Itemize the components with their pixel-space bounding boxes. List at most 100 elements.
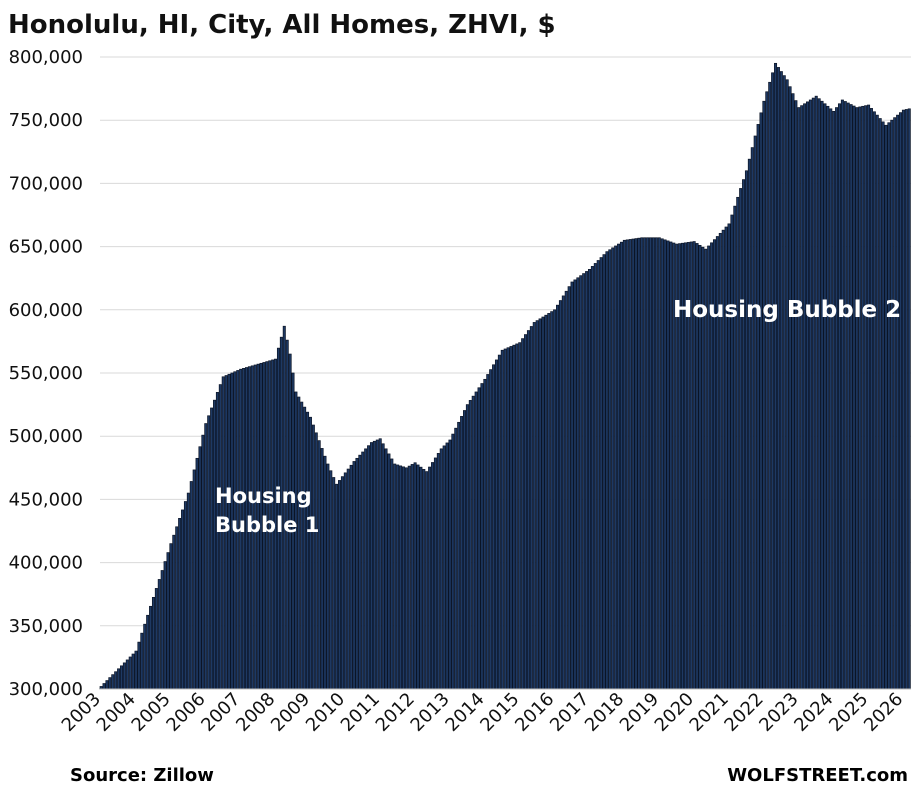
- bar: [178, 518, 182, 690]
- brand-label: WOLFSTREET.com: [727, 765, 908, 786]
- bar: [901, 109, 905, 690]
- bar: [463, 410, 467, 690]
- bar: [372, 440, 376, 690]
- bar: [169, 543, 173, 690]
- bar: [791, 93, 795, 690]
- y-axis-ticks: 300,000 350,000 400,000 450,000 500,000 550,0…: [9, 47, 83, 700]
- bar: [611, 247, 615, 690]
- bar: [744, 170, 748, 690]
- bar: [739, 188, 743, 690]
- bar: [189, 481, 193, 690]
- bar: [896, 114, 900, 690]
- bar: [590, 266, 594, 690]
- bar: [576, 277, 580, 690]
- bar: [399, 465, 403, 690]
- bar: [335, 483, 339, 690]
- bar: [785, 79, 789, 690]
- y-tick-label: 750,000: [9, 110, 83, 131]
- bar: [826, 105, 830, 690]
- bar: [410, 464, 414, 690]
- bar: [404, 467, 408, 690]
- bar: [861, 105, 865, 690]
- bar: [396, 464, 400, 690]
- x-tick-label: 2012: [372, 689, 419, 736]
- bar: [111, 674, 115, 690]
- bar: [192, 469, 196, 690]
- bar: [660, 238, 664, 690]
- bar: [602, 254, 606, 690]
- x-tick-label: 2026: [860, 689, 907, 736]
- bar: [320, 448, 324, 690]
- bar: [869, 108, 873, 690]
- x-tick-label: 2014: [441, 689, 488, 736]
- bar: [500, 349, 504, 690]
- bar: [160, 570, 164, 690]
- bar: [585, 271, 589, 690]
- bar: [355, 457, 359, 690]
- x-tick-label: 2008: [232, 689, 279, 736]
- bar: [340, 476, 344, 690]
- bar: [878, 118, 882, 690]
- bar: [369, 442, 373, 690]
- bar: [468, 400, 472, 690]
- bar: [619, 241, 623, 690]
- bar: [314, 432, 318, 690]
- bar: [782, 75, 786, 690]
- bar: [163, 561, 167, 690]
- y-tick-label: 600,000: [9, 300, 83, 321]
- x-tick-label: 2024: [790, 689, 837, 736]
- bar: [422, 469, 426, 690]
- x-axis-ticks: 2003200420052006200720082009201020112012…: [58, 689, 908, 736]
- bar: [445, 442, 449, 690]
- bar: [489, 369, 493, 690]
- bar: [195, 457, 199, 690]
- x-tick-label: 2020: [651, 689, 698, 736]
- bar: [494, 359, 498, 690]
- bar: [779, 71, 783, 690]
- bar: [634, 238, 638, 690]
- bar: [393, 463, 397, 690]
- bar: [378, 438, 382, 690]
- bar: [134, 650, 138, 690]
- bar: [538, 318, 542, 690]
- bar: [753, 135, 757, 690]
- x-tick-label: 2025: [825, 689, 872, 736]
- bar: [843, 101, 847, 690]
- source-label: Source: Zillow: [70, 765, 214, 786]
- bar: [756, 124, 760, 690]
- y-tick-label: 500,000: [9, 426, 83, 447]
- bar: [884, 124, 888, 690]
- bar: [332, 477, 336, 690]
- bar: [832, 110, 836, 690]
- x-tick-label: 2004: [93, 689, 140, 736]
- x-tick-label: 2009: [267, 689, 314, 736]
- bar: [774, 62, 778, 690]
- bar: [573, 279, 577, 690]
- bar: [614, 245, 618, 690]
- bar: [311, 424, 315, 690]
- x-tick-label: 2013: [407, 689, 454, 736]
- bar: [425, 471, 429, 690]
- bar: [431, 462, 435, 690]
- bar: [518, 342, 522, 690]
- bar: [486, 374, 490, 690]
- bar: [570, 281, 574, 690]
- bar: [114, 671, 118, 690]
- bar: [637, 237, 641, 690]
- bar: [346, 468, 350, 690]
- x-tick-label: 2011: [337, 689, 384, 736]
- bar: [535, 320, 539, 690]
- bar: [454, 427, 458, 690]
- bar: [596, 260, 600, 690]
- bar: [352, 461, 356, 690]
- bar: [213, 399, 217, 690]
- bar: [544, 314, 548, 690]
- bar: [140, 632, 144, 690]
- bar: [864, 105, 868, 690]
- bar: [823, 103, 827, 690]
- bar: [646, 237, 650, 690]
- bar: [204, 423, 208, 690]
- bar: [102, 683, 106, 690]
- annotation-bubble-1-line-2: Bubble 1: [215, 513, 319, 537]
- bar: [492, 364, 496, 690]
